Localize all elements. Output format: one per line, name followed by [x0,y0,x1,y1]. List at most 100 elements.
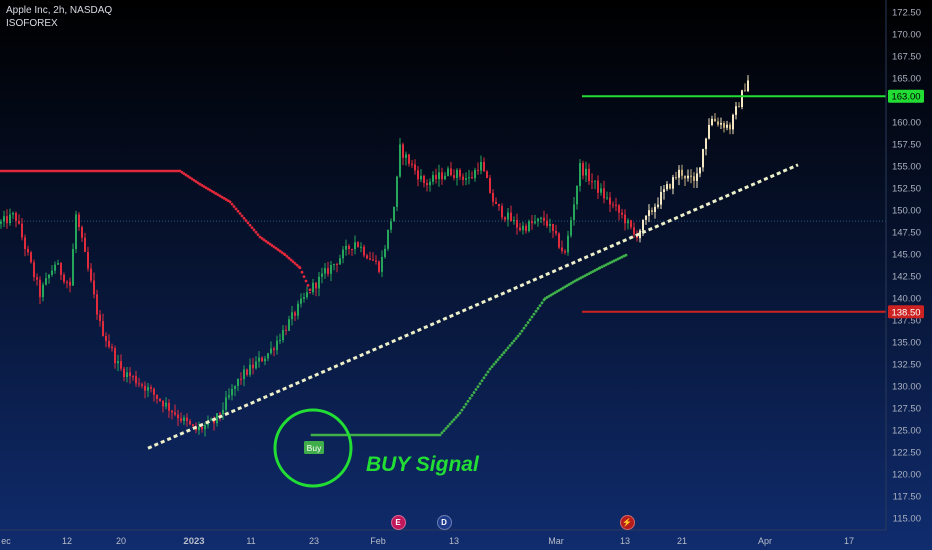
candle [213,419,215,424]
candle [711,118,713,125]
event-marker[interactable]: E [390,515,406,530]
candle [36,277,38,280]
candle [237,378,239,386]
candle [150,387,152,389]
candle [747,80,749,92]
indicator-dot [430,433,434,437]
x-tick-label: Mar [548,536,564,546]
candle [90,268,92,281]
candle [162,400,164,407]
candle [399,144,401,177]
indicator-dot [16,169,20,173]
indicator-dot [364,433,368,437]
indicator-dot [446,424,450,428]
candle [624,214,626,224]
indicator-dot [194,180,198,183]
candle [594,180,596,182]
candle [552,223,554,231]
indicator-dot [291,260,295,264]
candle [228,395,230,398]
indicator-dot [270,244,274,247]
candle [681,169,683,176]
candle [528,221,530,232]
candle [744,90,746,92]
indicator-dot [416,433,420,437]
indicator-dot [408,433,412,437]
candle [600,188,602,193]
event-marker[interactable]: ⚡ [619,515,635,530]
indicator-dot [434,433,438,437]
indicator-dot [440,431,444,435]
indicator-dot [12,169,16,173]
candle [678,169,680,178]
candle [573,204,575,221]
y-tick-label: 160.00 [892,118,921,129]
candle [564,250,566,253]
candle [705,138,707,150]
candle [480,161,482,171]
candle [366,255,368,259]
candle [501,206,503,218]
indicator-dot [272,245,276,249]
indicator-dot [518,332,522,336]
candle [384,248,386,257]
indicator-dot [496,358,500,362]
candle [486,171,488,179]
indicator-dot [196,181,200,185]
indicator-dot [134,169,138,173]
candle [591,181,593,183]
candle [405,154,407,158]
indicator-dot [158,169,162,173]
event-marker[interactable]: D [436,515,452,530]
indicator-dot [122,169,126,173]
candle [522,225,524,231]
indicator-dot [540,301,544,305]
indicator-dot [486,370,490,374]
indicator-dot [536,307,540,310]
candle [495,201,497,205]
indicator-dot [146,169,150,173]
candle [540,217,542,219]
indicator-dot [162,169,166,173]
candle [21,223,23,238]
indicator-dot [352,433,356,437]
indicator-dot [114,169,118,173]
indicator-dot [62,169,66,173]
candle [357,242,359,248]
candle [93,280,95,295]
indicator-dot [250,226,254,230]
indicator-dot [300,270,304,274]
indicator-dot [318,433,322,437]
candle [660,191,662,205]
candle [666,184,668,190]
candle [504,217,506,220]
indicator-dot [472,391,476,394]
candle [120,361,122,369]
candle [606,197,608,199]
candle [243,369,245,380]
candle [456,169,458,178]
indicator-dot [444,427,448,430]
candle [393,206,395,222]
indicator-dot [396,433,400,437]
indicator-dot [448,422,452,426]
x-tick-label: 13 [620,536,630,546]
candle [588,168,590,182]
x-tick-label: Apr [758,536,772,546]
indicator-dot [144,169,148,173]
indicator-dot [10,169,14,173]
candle [42,284,44,298]
indicator-dot [488,367,492,371]
candle [57,263,59,265]
indicator-dot [366,433,370,437]
indicator-dot [500,353,504,357]
candle [447,168,449,176]
candle [234,385,236,389]
candle [27,249,29,253]
candle [639,230,641,239]
candle [78,214,80,228]
indicator-dot [76,169,80,173]
indicator-dot [262,238,266,242]
